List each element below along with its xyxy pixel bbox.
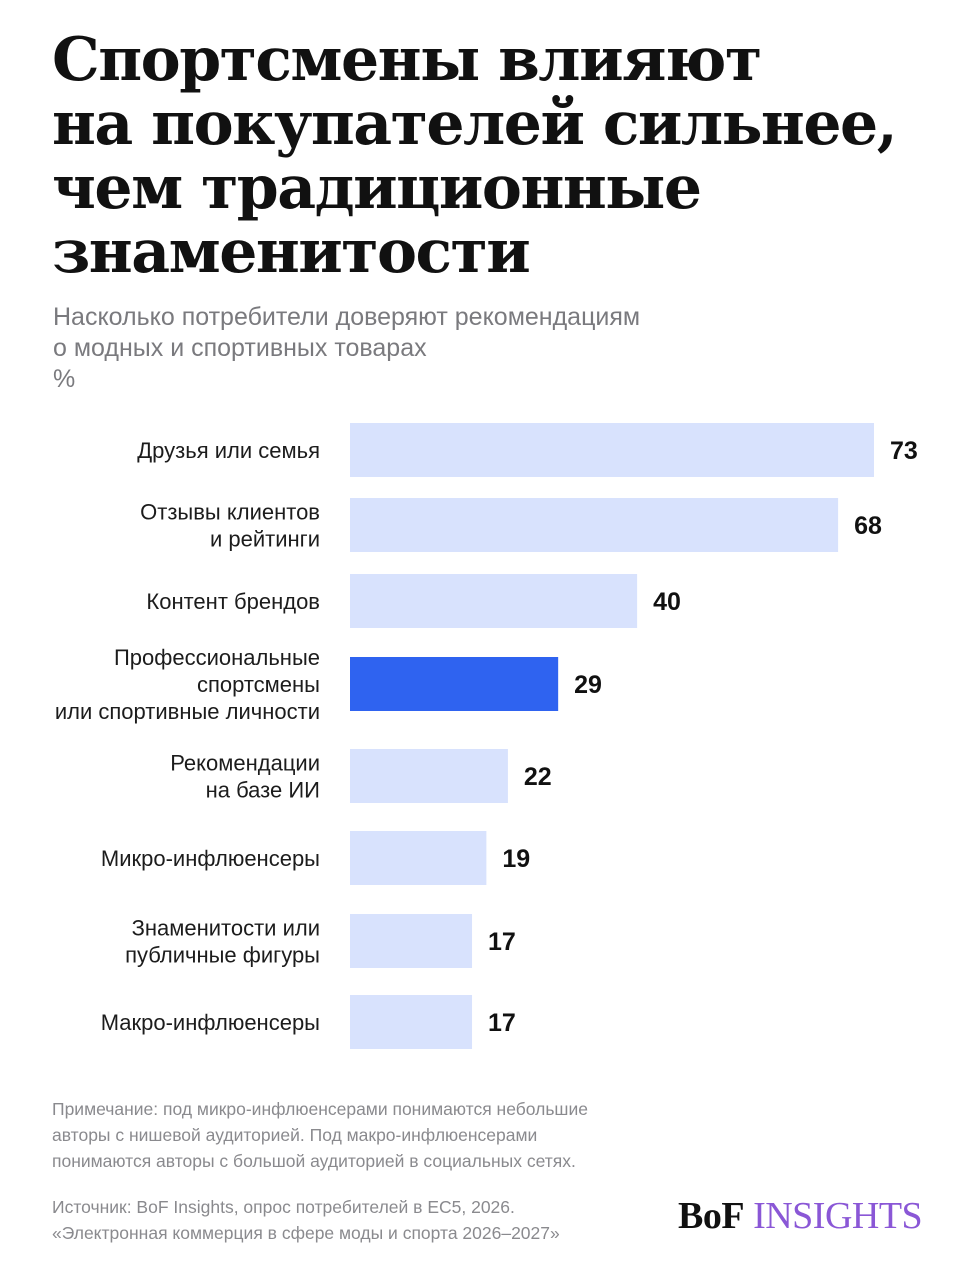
source-line: Источник: BoF Insights, опрос потребител…	[52, 1197, 515, 1217]
chart-title-line: на покупателей сильнее,	[52, 89, 898, 159]
category-label: Контент брендов	[146, 589, 320, 614]
bar	[350, 498, 839, 552]
category-label: Макро-инфлюенсеры	[101, 1010, 320, 1035]
note-line: понимаются авторы с большой аудиторией в…	[52, 1151, 576, 1171]
chart-source: Источник: BoF Insights, опрос потребител…	[52, 1194, 692, 1246]
bar	[350, 574, 638, 628]
category-label: и рейтинги	[210, 527, 320, 552]
bar	[350, 914, 473, 968]
bar	[350, 995, 473, 1049]
bar	[350, 657, 559, 711]
category-label: Отзывы клиентов	[140, 500, 320, 525]
value-label: 17	[488, 928, 516, 956]
chart-unit-label: %	[53, 365, 76, 393]
category-label: Знаменитости или	[132, 916, 320, 941]
chart-title-line: Спортсмены влияют	[52, 25, 762, 95]
value-label: 29	[574, 671, 602, 699]
source-line: «Электронная коммерция в сфере моды и сп…	[52, 1223, 560, 1243]
category-label: Микро-инфлюенсеры	[101, 846, 320, 871]
category-label: на базе ИИ	[206, 778, 320, 803]
value-label: 17	[488, 1009, 516, 1037]
chart-title-line: знаменитости	[52, 217, 531, 287]
value-label: 40	[653, 588, 681, 616]
category-label: Друзья или семья	[137, 438, 320, 463]
chart-title: Спортсмены влияют на покупателей сильнее…	[52, 28, 932, 284]
category-label: или спортивные личности	[55, 699, 320, 724]
note-line: авторы с нишевой аудиторией. Под макро-и…	[52, 1125, 538, 1145]
chart-subtitle: Насколько потребители доверяют рекоменда…	[53, 302, 923, 395]
brand-logo-bof: BoF	[678, 1195, 745, 1237]
value-label: 22	[524, 763, 552, 791]
category-label: Рекомендации	[170, 751, 320, 776]
chart-subtitle-line: о модных и спортивных товарах	[53, 334, 427, 362]
value-label: 68	[854, 512, 882, 540]
chart-title-line: чем традиционные	[52, 153, 702, 223]
brand-logo-insights: INSIGHTS	[753, 1195, 923, 1237]
category-label: Профессиональные	[114, 645, 320, 670]
bar	[350, 831, 487, 885]
category-label: спортсмены	[197, 672, 320, 697]
value-label: 19	[502, 845, 530, 873]
brand-logo: BoF INSIGHTS	[678, 1194, 923, 1238]
chart-subtitle-line: Насколько потребители доверяют рекоменда…	[53, 303, 641, 331]
value-label: 73	[890, 437, 918, 465]
chart-note: Примечание: под микро-инфлюенсерами пони…	[52, 1096, 692, 1174]
bar	[350, 423, 874, 477]
note-line: Примечание: под микро-инфлюенсерами пони…	[52, 1099, 588, 1119]
bar	[350, 749, 508, 803]
category-label: публичные фигуры	[125, 943, 320, 968]
